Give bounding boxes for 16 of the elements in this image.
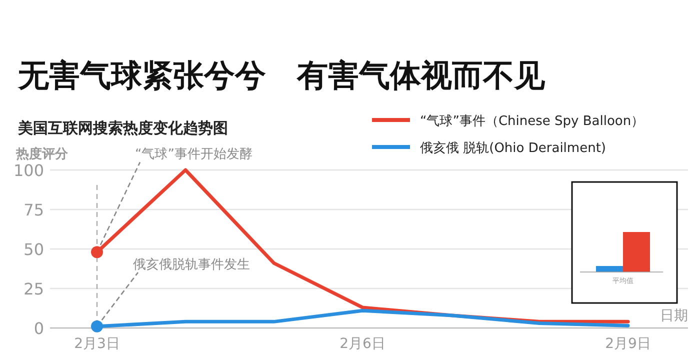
x-tick-label: 2月3日: [74, 336, 120, 352]
x-axis-title: 日期: [660, 308, 688, 324]
y-tick-label: 0: [34, 319, 44, 338]
y-axis-title: 热度评分: [15, 146, 69, 162]
x-tick-label: 2月6日: [340, 336, 386, 352]
annotation: “气球”事件开始发酵: [135, 147, 252, 162]
annotation: 俄亥俄脱轨事件发生: [133, 256, 250, 272]
y-tick-label: 50: [24, 240, 44, 259]
legend-label: “气球”事件（Chinese Spy Balloon）: [420, 114, 644, 129]
y-tick-label: 100: [13, 161, 44, 180]
chart-title: 无害气球紧张兮兮 有害气体视而不见: [17, 58, 546, 94]
y-tick-label: 75: [24, 200, 44, 220]
chart-subtitle: 美国互联网搜索热度变化趋势图: [17, 119, 228, 137]
x-tick-label: 2月9日: [605, 336, 651, 352]
y-tick-label: 25: [24, 280, 44, 298]
legend-label: 俄亥俄 脱轨(Ohio Derailment): [420, 140, 606, 156]
